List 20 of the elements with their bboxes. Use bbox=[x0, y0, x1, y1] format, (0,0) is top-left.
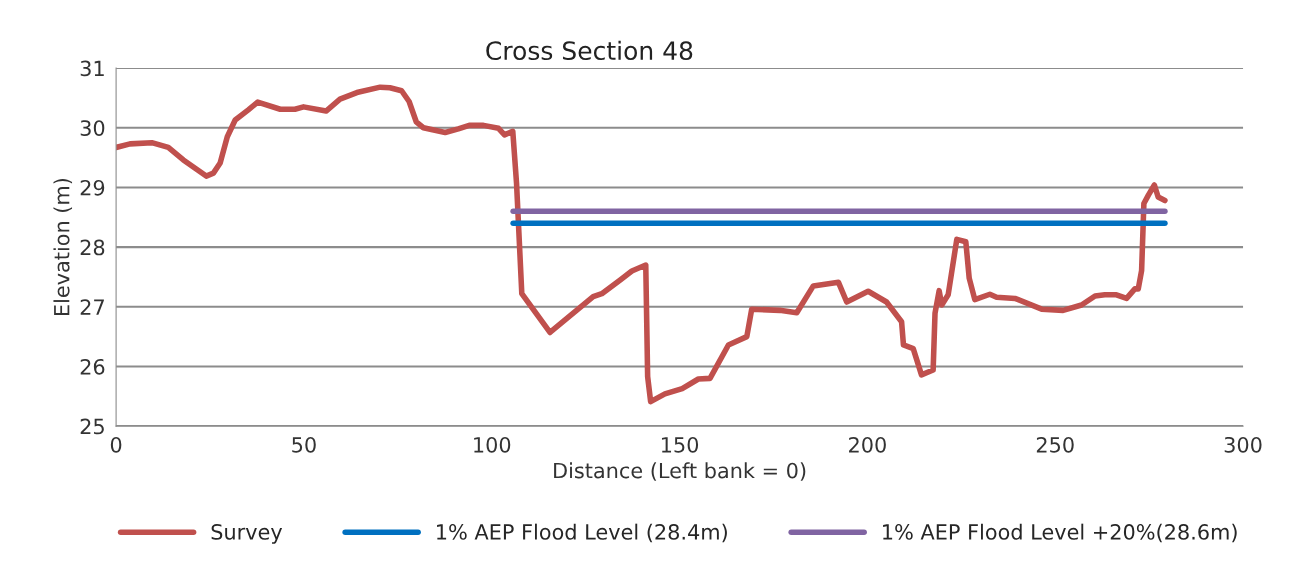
x-tick-label: 50 bbox=[292, 436, 316, 453]
chart-title: Cross Section 48 bbox=[486, 40, 693, 61]
y-tick-label: 25 bbox=[80, 418, 104, 435]
y-axis-title: Elevation (m) bbox=[53, 178, 73, 316]
y-tick-label: 28 bbox=[80, 239, 105, 256]
y-tick-label: 27 bbox=[80, 299, 104, 315]
legend-label: 1% AEP Flood Level (28.4m) bbox=[437, 523, 727, 543]
x-tick-label: 100 bbox=[474, 436, 511, 453]
legend-label: 1% AEP Flood Level +20%(28.6m) bbox=[883, 523, 1237, 543]
y-tick-label: 30 bbox=[80, 120, 105, 136]
x-tick-label: 0 bbox=[110, 436, 122, 453]
x-tick-label: 150 bbox=[661, 436, 699, 453]
x-tick-label: 300 bbox=[1224, 436, 1262, 453]
x-tick-label: 250 bbox=[1036, 436, 1074, 453]
legend-label: Survey bbox=[211, 524, 283, 544]
x-axis-title: Distance (Left bank = 0) bbox=[554, 462, 806, 481]
y-tick-label: 29 bbox=[80, 179, 105, 196]
y-tick-label: 31 bbox=[80, 60, 104, 77]
y-tick-label: 26 bbox=[80, 358, 105, 375]
x-tick-label: 200 bbox=[849, 436, 886, 453]
